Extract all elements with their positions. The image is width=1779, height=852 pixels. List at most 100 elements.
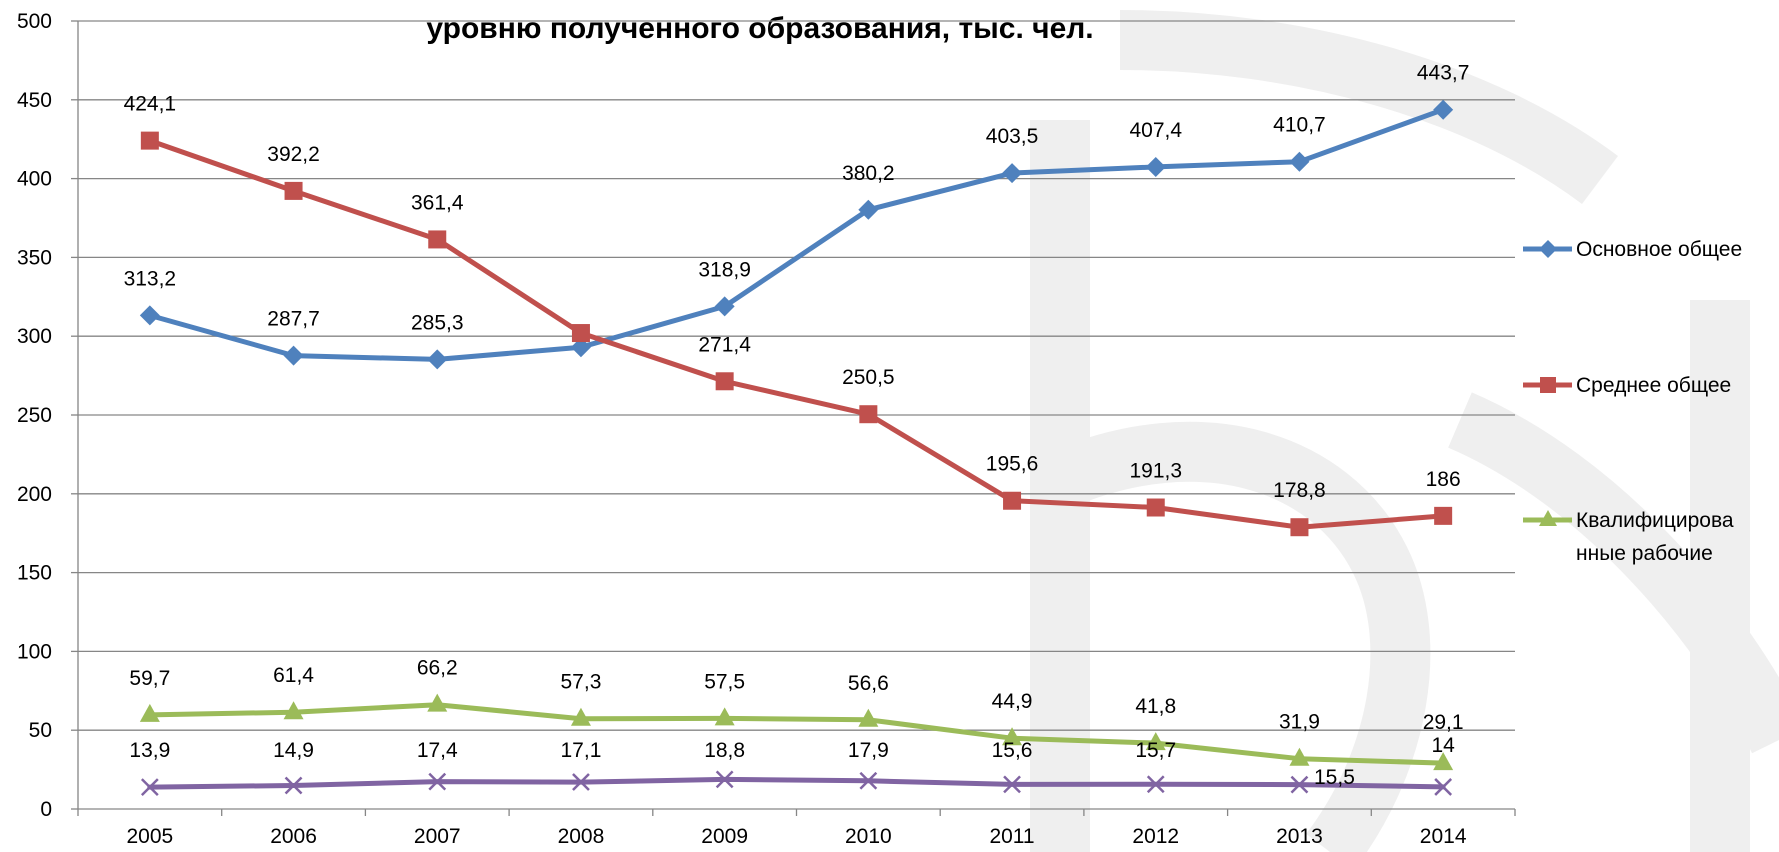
data-label: 57,5 <box>704 670 745 693</box>
data-point-marker <box>284 181 303 200</box>
data-point-marker <box>859 771 878 790</box>
series-line <box>147 702 1446 766</box>
marker-stroke <box>715 770 734 789</box>
data-point-marker <box>570 707 591 726</box>
data-label: 191,3 <box>1129 460 1182 483</box>
gridlines <box>78 20 1515 731</box>
series-lines <box>147 107 1446 790</box>
data-point-marker <box>715 372 734 391</box>
data-point-marker <box>1003 775 1021 794</box>
data-label: 15,5 <box>1314 766 1355 789</box>
data-label: 285,3 <box>411 311 464 334</box>
marker-stroke <box>572 773 590 791</box>
series-line <box>147 776 1446 790</box>
legend-swatch-marker <box>1540 377 1556 393</box>
data-point-marker <box>714 296 735 317</box>
data-label: 15,6 <box>992 739 1033 762</box>
marker-stroke <box>1434 778 1453 796</box>
y-tick-label: 50 <box>29 719 52 742</box>
data-point-marker <box>427 693 448 712</box>
data-point-marker <box>1146 498 1165 517</box>
data-label: 41,8 <box>1135 695 1176 718</box>
data-label: 443,7 <box>1417 62 1470 85</box>
y-tick-label: 200 <box>17 483 52 506</box>
marker-stroke <box>1290 775 1309 794</box>
data-label: 14 <box>1431 734 1455 757</box>
data-label: 313,2 <box>124 267 177 290</box>
data-label: 17,1 <box>561 739 602 762</box>
x-tick-label: 2007 <box>414 825 461 848</box>
data-label: 13,9 <box>129 739 170 762</box>
data-point-marker <box>1002 163 1023 184</box>
data-point-marker <box>428 230 447 249</box>
marker-stroke <box>140 778 159 796</box>
y-tick-label: 350 <box>17 246 52 269</box>
data-point-marker <box>140 778 159 796</box>
data-label: 14,9 <box>273 739 314 762</box>
data-label: 61,4 <box>273 664 314 687</box>
legend-label: Среднее общее <box>1576 374 1731 397</box>
data-label: 403,5 <box>986 125 1039 148</box>
x-tick-label: 2010 <box>845 825 892 848</box>
data-point-marker <box>139 703 160 722</box>
x-tick-label: 2009 <box>701 825 748 848</box>
data-label: 29,1 <box>1423 711 1464 734</box>
data-label: 59,7 <box>129 667 170 690</box>
series-line <box>147 107 1446 362</box>
x-tick-label: 2006 <box>270 825 317 848</box>
data-point-marker <box>715 770 734 789</box>
data-point-marker <box>284 776 303 795</box>
data-label: 287,7 <box>267 308 320 331</box>
legend-label: Основное общее <box>1576 238 1742 261</box>
y-tick-label: 500 <box>17 10 52 33</box>
data-label: 318,9 <box>698 258 751 281</box>
y-tick-label: 150 <box>17 562 52 585</box>
data-point-marker <box>1146 775 1165 794</box>
data-label: 31,9 <box>1279 711 1320 734</box>
y-tick-label: 250 <box>17 404 52 427</box>
data-labels: 313,2 287,7 285,3 318,9 380,2 403,5 407,4 410,7… <box>124 62 1470 789</box>
data-label: 15,7 <box>1135 739 1176 762</box>
data-label: 18,8 <box>704 739 745 762</box>
x-tick-label: 2008 <box>558 825 605 848</box>
chart-title: уровню полученного образования, тыс. чел… <box>426 12 1093 45</box>
data-label: 250,5 <box>842 366 895 389</box>
data-point-marker <box>1433 99 1454 120</box>
marker-stroke <box>284 776 303 795</box>
data-label: 410,7 <box>1273 114 1326 137</box>
data-point-marker <box>714 707 735 726</box>
data-label: 380,2 <box>842 162 895 185</box>
data-point-marker <box>859 405 878 424</box>
data-point-marker <box>139 305 160 326</box>
data-point-marker <box>1003 491 1022 510</box>
x-tick-label: 2013 <box>1276 825 1323 848</box>
data-label: 186 <box>1426 468 1461 491</box>
data-point-marker <box>140 131 159 150</box>
legend-label: нные рабочие <box>1576 542 1713 565</box>
data-point-marker <box>1290 775 1309 794</box>
data-label: 361,4 <box>411 191 464 214</box>
legend-label: Квалифицирова <box>1576 509 1734 532</box>
series-line <box>147 138 1446 530</box>
data-point-marker <box>1289 151 1310 172</box>
x-tick-label: 2012 <box>1132 825 1179 848</box>
data-point-marker <box>283 345 304 366</box>
data-label: 17,9 <box>848 739 889 762</box>
marker-stroke <box>1146 775 1165 794</box>
data-point-marker <box>427 349 448 370</box>
data-point-marker <box>570 337 591 358</box>
data-point-marker <box>428 772 447 791</box>
x-tick-label: 2005 <box>126 825 173 848</box>
data-label: 195,6 <box>986 453 1039 476</box>
series-markers <box>139 99 1454 796</box>
data-point-marker <box>1434 778 1453 796</box>
data-point-marker <box>283 701 304 720</box>
data-point-marker <box>1433 752 1454 771</box>
data-label: 424,1 <box>124 93 177 116</box>
x-tick-label: 2011 <box>989 825 1034 848</box>
data-point-marker <box>572 773 590 791</box>
data-point-marker <box>571 324 590 343</box>
marker-stroke <box>428 772 447 791</box>
y-tick-label: 300 <box>17 325 52 348</box>
